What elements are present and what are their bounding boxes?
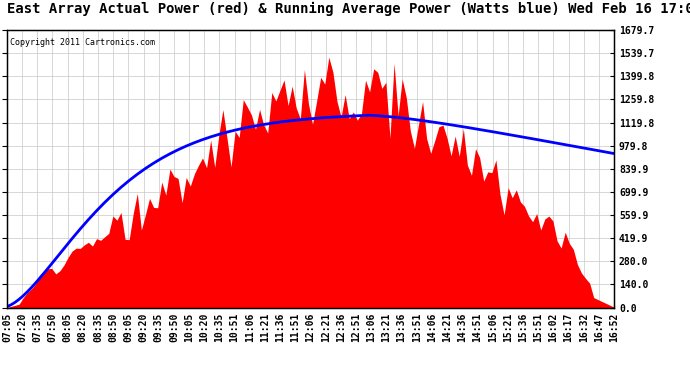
Text: Copyright 2011 Cartronics.com: Copyright 2011 Cartronics.com bbox=[10, 38, 155, 47]
Text: East Array Actual Power (red) & Running Average Power (Watts blue) Wed Feb 16 17: East Array Actual Power (red) & Running … bbox=[7, 2, 690, 16]
